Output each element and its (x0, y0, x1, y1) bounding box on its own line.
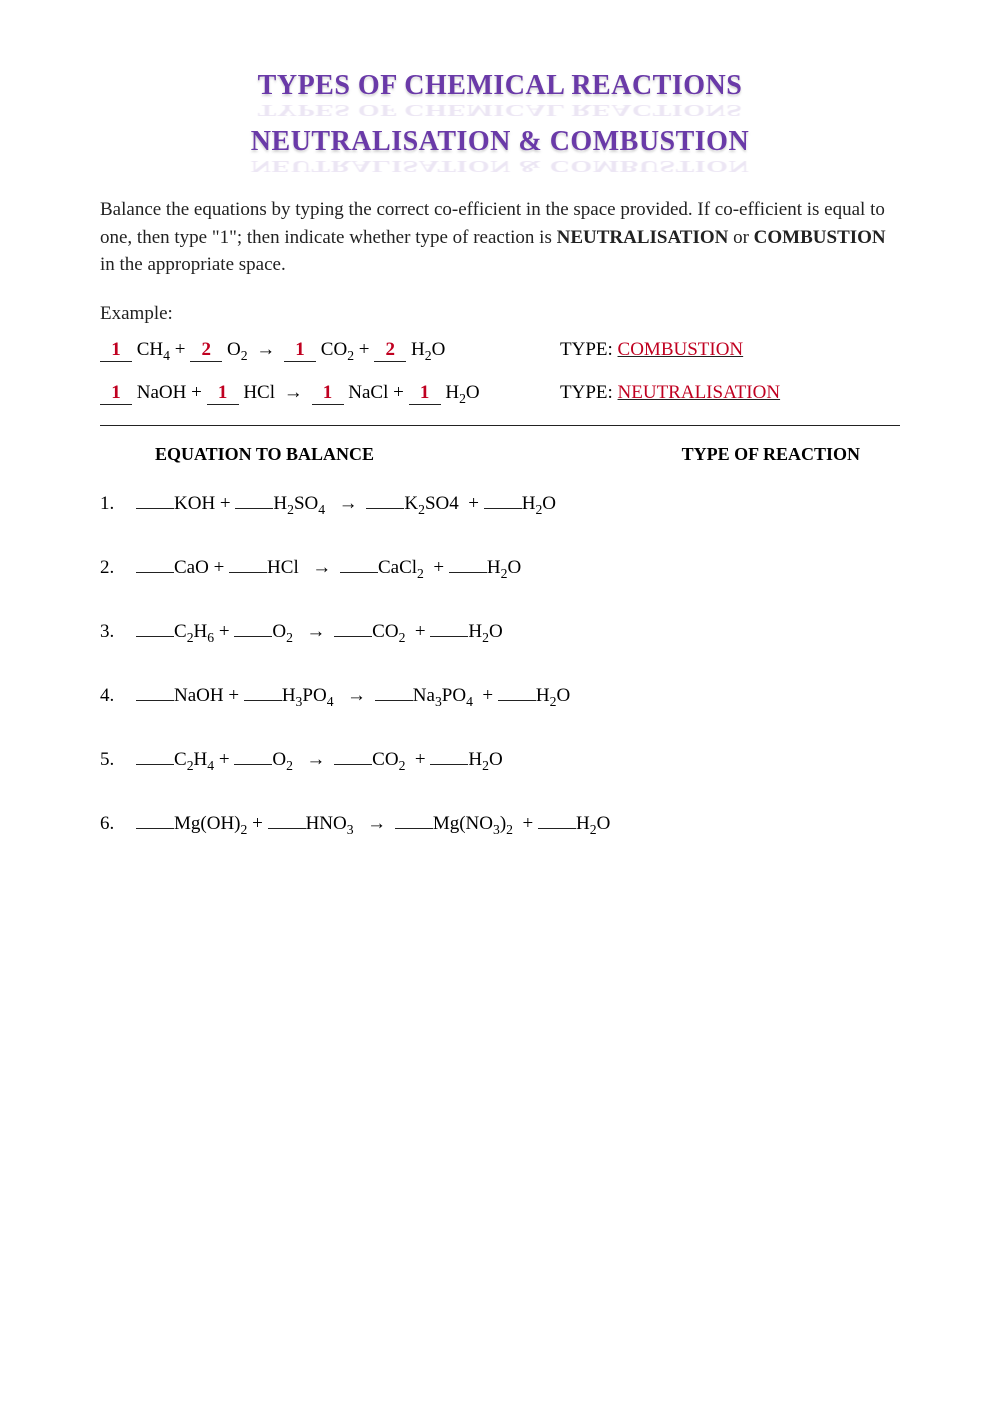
divider (100, 425, 900, 426)
coefficient-input[interactable] (395, 813, 433, 829)
coefficient-input[interactable] (334, 621, 372, 637)
problem-number: 1. (100, 493, 136, 515)
example-row: 1 CH4 + 2 O2 → 1 CO2 + 2 H2OTYPE: COMBUS… (100, 339, 900, 362)
coefficient-input[interactable] (366, 493, 404, 509)
instructions-bold-1: NEUTRALISATION (557, 227, 729, 248)
title-reflection-2: NEUTRALISATION & COMBUSTION (100, 156, 900, 175)
coefficient-input[interactable] (136, 493, 174, 509)
instructions-bold-2: COMBUSTION (754, 227, 886, 248)
coefficient-input[interactable] (136, 813, 174, 829)
coefficient-input[interactable]: 1 (284, 339, 316, 362)
problem-row: 3.C2H6 + O2 → CO2 + H2O (100, 621, 900, 643)
coefficient-input[interactable] (268, 813, 306, 829)
title-line-2: NEUTRALISATION & COMBUSTION (100, 126, 900, 158)
type-answer[interactable]: COMBUSTION (618, 339, 744, 360)
problem-number: 3. (100, 621, 136, 643)
coefficient-input[interactable] (449, 557, 487, 573)
example-type: TYPE: NEUTRALISATION (560, 382, 900, 404)
coefficient-input[interactable]: 1 (312, 382, 344, 405)
problem-number: 5. (100, 749, 136, 771)
coefficient-input[interactable] (430, 749, 468, 765)
coefficient-input[interactable] (334, 749, 372, 765)
coefficient-input[interactable] (235, 493, 273, 509)
examples: 1 CH4 + 2 O2 → 1 CO2 + 2 H2OTYPE: COMBUS… (100, 339, 900, 405)
problem-row: 4.NaOH + H3PO4 → Na3PO4 + H2O (100, 685, 900, 707)
coefficient-input[interactable]: 2 (374, 339, 406, 362)
problem-number: 2. (100, 557, 136, 579)
coefficient-input[interactable]: 1 (100, 339, 132, 362)
coefficient-input[interactable] (234, 621, 272, 637)
problem-row: 2.CaO + HCl → CaCl2 + H2O (100, 557, 900, 579)
coefficient-input[interactable] (375, 685, 413, 701)
coefficient-input[interactable] (340, 557, 378, 573)
coefficient-input[interactable] (430, 621, 468, 637)
coefficient-input[interactable] (136, 749, 174, 765)
example-row: 1 NaOH + 1 HCl → 1 NaCl + 1 H2OTYPE: NEU… (100, 382, 900, 405)
problems: 1.KOH + H2SO4 → K2SO4 + H2O 2.CaO + HCl →… (100, 493, 900, 835)
problem-row: 5.C2H4 + O2 → CO2 + H2O (100, 749, 900, 771)
column-headers: EQUATION TO BALANCE TYPE OF REACTION (100, 444, 900, 465)
problem-row: 1.KOH + H2SO4 → K2SO4 + H2O (100, 493, 900, 515)
header-equation: EQUATION TO BALANCE (100, 444, 635, 465)
problem-row: 6.Mg(OH)2 + HNO3 → Mg(NO3)2 + H2O (100, 813, 900, 835)
coefficient-input[interactable] (136, 557, 174, 573)
coefficient-input[interactable] (538, 813, 576, 829)
instructions: Balance the equations by typing the corr… (100, 196, 900, 279)
problem-number: 6. (100, 813, 136, 835)
coefficient-input[interactable]: 1 (207, 382, 239, 405)
instructions-text-2: or (728, 227, 753, 248)
example-equation: 1 CH4 + 2 O2 → 1 CO2 + 2 H2O (100, 339, 560, 362)
example-type: TYPE: COMBUSTION (560, 339, 900, 361)
coefficient-input[interactable]: 2 (190, 339, 222, 362)
example-label: Example: (100, 303, 900, 325)
coefficient-input[interactable] (244, 685, 282, 701)
header-type: TYPE OF REACTION (635, 444, 900, 465)
coefficient-input[interactable] (484, 493, 522, 509)
coefficient-input[interactable] (229, 557, 267, 573)
coefficient-input[interactable] (136, 685, 174, 701)
coefficient-input[interactable] (234, 749, 272, 765)
coefficient-input[interactable] (498, 685, 536, 701)
coefficient-input[interactable] (136, 621, 174, 637)
worksheet-page: TYPES OF CHEMICAL REACTIONS TYPES OF CHE… (0, 0, 1000, 927)
coefficient-input[interactable]: 1 (100, 382, 132, 405)
title-line-1: TYPES OF CHEMICAL REACTIONS (100, 70, 900, 102)
title-block: TYPES OF CHEMICAL REACTIONS TYPES OF CHE… (100, 70, 900, 182)
title-reflection-1: TYPES OF CHEMICAL REACTIONS (100, 100, 900, 119)
coefficient-input[interactable]: 1 (409, 382, 441, 405)
type-answer[interactable]: NEUTRALISATION (618, 382, 781, 403)
problem-number: 4. (100, 685, 136, 707)
instructions-text-3: in the appropriate space. (100, 254, 286, 275)
example-equation: 1 NaOH + 1 HCl → 1 NaCl + 1 H2O (100, 382, 560, 405)
